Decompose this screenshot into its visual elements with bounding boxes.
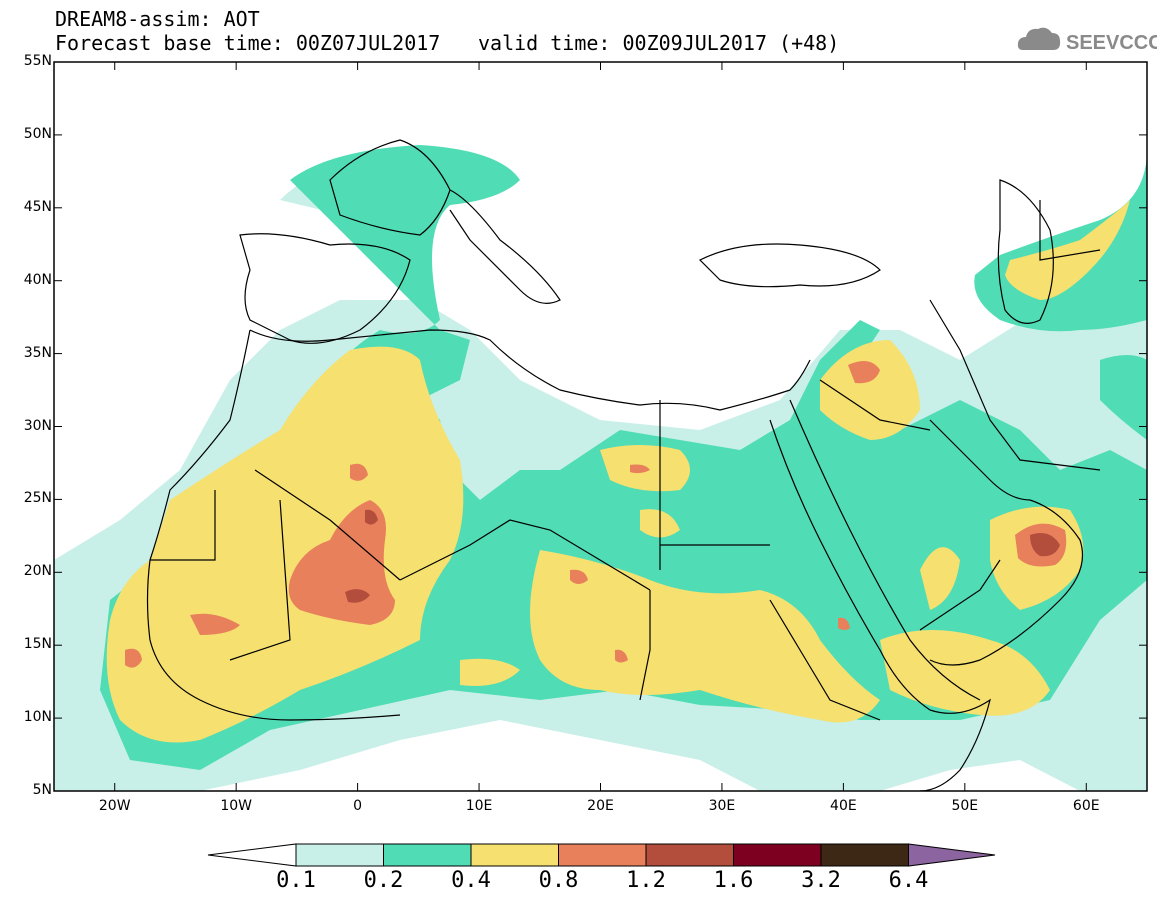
lon-label: 20E	[587, 798, 614, 814]
colorbar-label: 0.1	[276, 868, 316, 893]
colorbar-box	[383, 843, 472, 867]
colorbar-label: 1.6	[713, 868, 754, 893]
aot-band-1.2	[345, 509, 1060, 603]
arabia-east	[929, 499, 1084, 666]
lat-label: 30N	[23, 417, 52, 434]
colorbar-box	[820, 843, 909, 867]
lon-label: 20W	[98, 798, 131, 814]
border-mauritania	[150, 490, 216, 561]
boundaries	[146, 139, 1101, 791]
axis-ticks	[54, 61, 1147, 792]
lat-label: 15N	[23, 636, 52, 653]
lat-label: 25N	[23, 490, 52, 507]
coastline-italy	[449, 189, 561, 304]
lon-label: 0	[353, 798, 363, 814]
colorbar-label: 3.2	[801, 868, 841, 893]
cloud-icon	[1017, 27, 1061, 50]
lat-label: 5N	[32, 782, 52, 798]
lat-label: 50N	[23, 125, 52, 142]
colorbar-low-triangle	[207, 843, 297, 867]
lat-label: 40N	[23, 271, 52, 288]
persian-gulf	[929, 419, 1031, 501]
border-kazakh	[1039, 200, 1101, 261]
colorbar-label: 0.8	[538, 868, 579, 893]
border-chad-sudan	[639, 590, 651, 701]
lat-label: 45N	[23, 198, 52, 215]
horn-africa	[919, 698, 991, 791]
border-saudi-north	[819, 379, 931, 431]
colorbar-box	[295, 843, 384, 867]
coastline-europe	[239, 233, 411, 344]
seevccc-logo-text: SEEVCCC	[1066, 32, 1157, 54]
colorbar-label: 0.4	[451, 868, 491, 893]
border-iran	[929, 299, 1101, 471]
colorbar-box	[470, 843, 559, 867]
lat-label: 10N	[23, 709, 52, 726]
lon-label: 50E	[951, 798, 979, 814]
border-niger	[399, 519, 651, 591]
colorbar-label: 1.2	[626, 868, 666, 893]
lat-label: 55N	[23, 53, 52, 69]
lat-label: 20N	[23, 563, 52, 580]
coastline-west-africa	[146, 329, 401, 721]
border-algeria-mali	[254, 469, 401, 581]
map-title: DREAM8-assim: AOT	[55, 7, 260, 31]
black-sea	[698, 243, 881, 288]
valid-time: valid time: 00Z09JUL2017 (+48)	[478, 31, 840, 55]
red-sea	[769, 419, 931, 711]
colorbar-high-triangle	[908, 843, 996, 867]
colorbar-box	[645, 843, 734, 867]
aot-fields	[54, 145, 1147, 791]
caspian-sea	[997, 179, 1054, 324]
lon-label: 40E	[830, 798, 857, 814]
lat-label: 35N	[23, 344, 52, 361]
colorbar-label: 6.4	[888, 868, 929, 893]
lon-label: 30E	[708, 798, 736, 814]
border-ethiopia	[769, 599, 881, 721]
colorbar-box	[558, 843, 647, 867]
lon-label: 60E	[1072, 798, 1100, 814]
red-sea-east	[789, 399, 981, 701]
forecast-base-time: Forecast base time: 00Z07JUL2017	[55, 31, 441, 55]
colorbar-box	[733, 843, 822, 867]
lon-label: 10E	[465, 798, 493, 814]
lon-label: 10W	[220, 798, 252, 814]
border-saudi-yemen	[919, 559, 1001, 631]
border-mali-east	[229, 499, 291, 661]
colorbar-label: 0.2	[363, 868, 404, 893]
coastline-north-africa	[249, 329, 811, 411]
seevccc-logo: SEEVCCC	[1017, 27, 1157, 54]
